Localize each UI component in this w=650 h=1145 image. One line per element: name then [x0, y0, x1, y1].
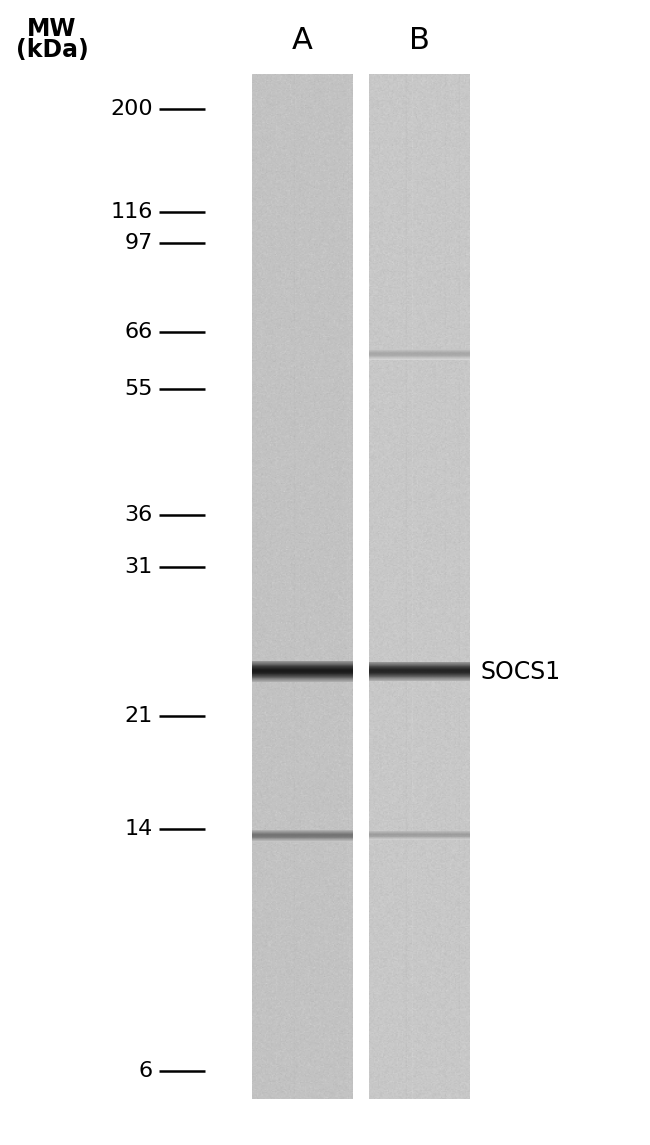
- Text: MW: MW: [27, 17, 77, 40]
- Text: 97: 97: [125, 232, 153, 253]
- Text: SOCS1: SOCS1: [481, 661, 561, 684]
- Text: 116: 116: [111, 202, 153, 222]
- Text: (kDa): (kDa): [16, 39, 88, 62]
- Text: 55: 55: [124, 379, 153, 400]
- Text: 200: 200: [110, 98, 153, 119]
- Text: 14: 14: [125, 819, 153, 839]
- Text: 6: 6: [138, 1060, 153, 1081]
- Text: 21: 21: [125, 705, 153, 726]
- Text: B: B: [409, 25, 430, 55]
- Text: 36: 36: [125, 505, 153, 526]
- Text: A: A: [292, 25, 313, 55]
- Text: 66: 66: [125, 322, 153, 342]
- Text: 31: 31: [125, 556, 153, 577]
